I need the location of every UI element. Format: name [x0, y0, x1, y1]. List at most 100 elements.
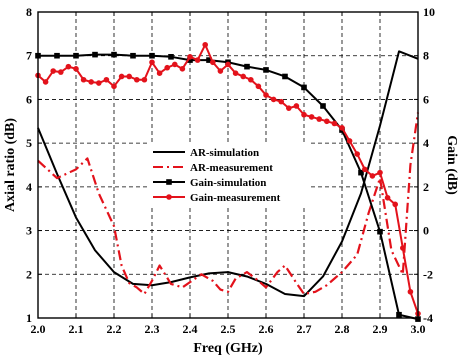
data-point-circle: [301, 111, 307, 118]
data-point-circle: [240, 73, 246, 80]
data-point-square: [54, 52, 60, 59]
data-point-circle: [407, 288, 414, 295]
data-point-square: [149, 52, 155, 59]
y-right-tick-label: 0: [423, 224, 429, 238]
legend-entry: Gain-measurement: [153, 192, 281, 204]
legend: AR-simulation AR-measurement Gain-simulati…: [149, 142, 311, 206]
data-point-circle: [156, 70, 163, 76]
y-right-tick-label: 10: [423, 5, 435, 19]
data-point-circle: [286, 105, 292, 111]
data-point-circle: [179, 66, 186, 72]
data-point-circle: [270, 96, 277, 103]
data-point-circle: [225, 61, 231, 68]
data-point-square: [377, 228, 383, 235]
x-tick-label: 2.7: [297, 322, 312, 336]
legend-label: AR-simulation: [190, 147, 259, 159]
data-point-circle: [316, 116, 323, 122]
data-point-circle: [392, 201, 399, 208]
data-point-square: [320, 103, 326, 109]
y-right-tick-label: -2: [423, 267, 433, 281]
data-point-circle: [80, 76, 87, 83]
data-point-circle: [232, 70, 239, 76]
y-right-tick-label: 2: [423, 180, 429, 194]
x-tick-label: 2.6: [259, 322, 274, 336]
data-point-circle: [354, 151, 361, 157]
data-point-circle: [58, 69, 64, 75]
data-point-circle: [118, 73, 125, 80]
data-point-circle: [400, 245, 406, 251]
data-point-circle: [42, 79, 49, 85]
legend-label: Gain-measurement: [190, 192, 281, 204]
x-tick-label: 2.1: [69, 322, 84, 336]
x-tick-label: 2.0: [31, 322, 46, 336]
data-point-circle: [96, 80, 102, 86]
data-point-circle: [217, 68, 224, 74]
series-line-AR-measurement: [37, 112, 420, 296]
data-point-circle: [377, 169, 383, 176]
y-right-tick-label: -4: [423, 311, 433, 325]
data-point-circle: [88, 79, 94, 85]
data-point-square: [111, 51, 117, 58]
y-right-tick-label: 8: [423, 49, 429, 63]
x-tick-label: 2.8: [335, 322, 350, 336]
legend-label: Gain-simulation: [190, 177, 266, 189]
y-right-tick-label: 6: [423, 92, 429, 106]
data-point-circle: [293, 103, 300, 109]
data-point-square: [282, 73, 288, 80]
x-tick-label: 2.9: [373, 322, 388, 336]
data-point-circle: [248, 76, 254, 83]
y-left-tick-label: 7: [26, 49, 32, 63]
data-point-square: [415, 316, 421, 322]
data-point-circle: [278, 98, 285, 105]
data-point-circle: [103, 76, 110, 83]
y-left-tick-label: 1: [26, 311, 32, 325]
data-point-circle: [164, 64, 170, 71]
data-point-circle: [50, 68, 56, 74]
y-right-tick-label: 4: [423, 136, 429, 150]
data-point-square: [358, 169, 364, 176]
y-left-tick-label: 3: [26, 224, 32, 238]
right-y-axis-title: Gain (dB): [444, 135, 458, 195]
axis-ticks: [37, 11, 419, 319]
data-point-square: [263, 67, 269, 73]
series-layer: [35, 41, 421, 322]
data-point-square: [168, 54, 174, 60]
y-left-tick-label: 5: [26, 136, 32, 150]
data-point-circle: [369, 173, 376, 179]
data-point-circle: [126, 73, 132, 80]
data-point-circle: [172, 61, 178, 68]
tick-labels: 2.0 2.1 2.2 2.3 2.4 2.5 2.6 2.7 2.8 2.9 3.0 1 2 3 4 5 6 7…: [26, 5, 435, 336]
data-point-circle: [324, 118, 330, 125]
data-point-circle: [263, 92, 269, 98]
legend-entry: AR-simulation: [153, 147, 259, 159]
series-line-AR-simulation: [37, 50, 419, 298]
data-point-square: [130, 52, 136, 59]
data-point-circle: [384, 194, 391, 201]
data-point-square: [244, 63, 250, 70]
data-point-circle: [339, 125, 345, 131]
legend-swatch-marker: [166, 194, 172, 200]
data-point-circle: [210, 59, 216, 66]
data-point-circle: [149, 59, 155, 66]
x-tick-label: 3.0: [411, 322, 426, 336]
x-axis-title: Freq (GHz): [193, 341, 263, 356]
data-point-circle: [346, 138, 353, 144]
y-left-tick-label: 4: [26, 180, 32, 194]
series-AR-measurement: [37, 112, 420, 296]
data-point-circle: [111, 83, 117, 90]
data-point-circle: [134, 76, 140, 83]
data-point-square: [92, 51, 98, 58]
y-left-tick-label: 8: [26, 5, 32, 19]
data-point-circle: [331, 120, 338, 127]
left-y-axis-title: Axial ratio (dB): [3, 118, 18, 212]
x-tick-label: 2.3: [145, 322, 160, 336]
legend-label: AR-measurement: [190, 162, 273, 174]
data-point-circle: [194, 57, 201, 63]
y-left-tick-label: 6: [26, 92, 32, 106]
data-point-square: [206, 57, 212, 63]
x-tick-label: 2.5: [221, 322, 236, 336]
series-AR-simulation: [37, 50, 419, 298]
data-point-square: [187, 57, 193, 63]
x-tick-label: 2.2: [107, 322, 122, 336]
